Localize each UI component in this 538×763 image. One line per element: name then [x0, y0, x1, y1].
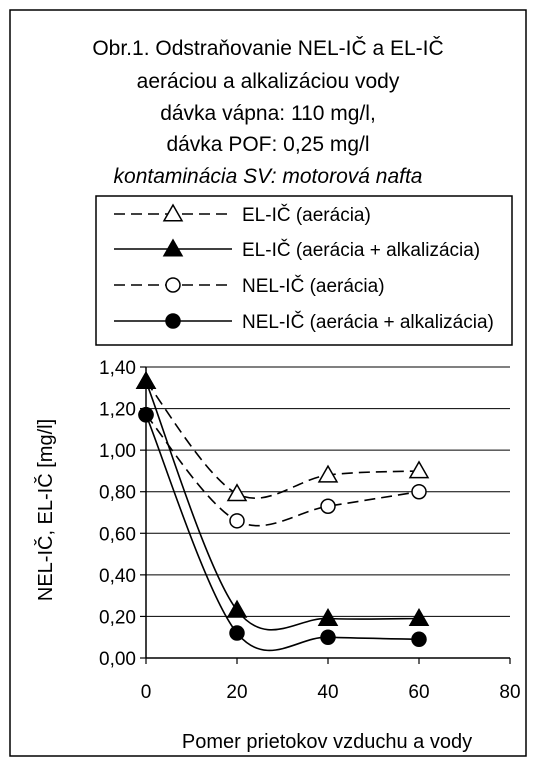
series-line: [145, 414, 420, 652]
legend-item-el-ic-aeracia: EL-IČ (aerácia): [114, 203, 371, 226]
series-el-ic-aeracia: [135, 371, 430, 502]
legend-item-el-ic-aeracia-alkalizacia: EL-IČ (aerácia + alkalizácia): [114, 238, 480, 261]
data-point: [408, 607, 430, 627]
series-el-ic-aeracia-alkalizacia: [135, 371, 430, 631]
chart-subtitle: kontaminácia SV: motorová nafta: [114, 165, 423, 188]
data-point: [226, 483, 248, 502]
data-point: [138, 407, 154, 423]
legend: EL-IČ (aerácia) EL-IČ (aerácia + alkalizá…: [114, 203, 494, 333]
legend-label: NEL-IČ (aerácia + alkalizácia): [242, 311, 494, 333]
legend-item-nel-ic-aeracia-alkalizacia: NEL-IČ (aerácia + alkalizácia): [114, 311, 494, 333]
legend-label: EL-IČ (aerácia + alkalizácia): [242, 239, 480, 261]
y-tick-label: 0,80: [99, 483, 136, 504]
data-point: [408, 460, 430, 479]
series-nel-ic-aeracia-alkalizacia: [138, 407, 427, 652]
legend-label: EL-IČ (aerácia): [242, 204, 371, 226]
legend-item-nel-ic-aeracia: NEL-IČ (aerácia): [114, 275, 385, 297]
data-point: [135, 371, 157, 390]
y-tick-label: 1,20: [99, 400, 136, 421]
y-tick-label: 1,40: [99, 358, 136, 379]
x-tick-label: 60: [408, 682, 429, 703]
y-axis-label: NEL-IČ, EL-IČ [mg/l]: [34, 419, 57, 601]
x-tick-label: 40: [317, 682, 338, 703]
series-line: [145, 381, 420, 631]
x-tick-label: 0: [141, 682, 152, 703]
data-point: [229, 513, 245, 529]
y-tick-label: 0,20: [99, 607, 136, 628]
legend-label: NEL-IČ (aerácia): [242, 275, 385, 297]
data-point: [411, 631, 427, 648]
y-tick-label: 0,40: [99, 566, 136, 587]
axes: 0,00 0,20 0,40 0,60 0,80 1,00 1,20 1,40 0 20 40 60 8…: [99, 358, 521, 703]
title-line-2: aeráciou a alkalizáciou vody: [137, 70, 400, 93]
y-tick-label: 1,00: [99, 441, 136, 462]
series-layer: [135, 371, 430, 652]
data-point: [226, 599, 248, 618]
legend-marker: [162, 203, 184, 222]
data-point: [229, 625, 245, 641]
data-point: [317, 464, 339, 483]
series-line: [145, 414, 420, 527]
chart-border: [9, 9, 527, 757]
x-tick-label: 80: [499, 682, 520, 703]
legend-marker: [165, 313, 181, 329]
chart-title: Obr.1. Odstraňovanie NEL-IČ a EL-IČ aerá…: [92, 37, 443, 188]
y-tick-label: 0,60: [99, 524, 136, 545]
title-line-4: dávka POF: 0,25 mg/l: [166, 133, 369, 156]
data-point: [320, 498, 336, 515]
x-axis-label: Pomer prietokov vzduchu a vody: [182, 731, 472, 753]
series-line: [145, 381, 420, 499]
legend-marker: [162, 238, 184, 257]
data-point: [320, 629, 336, 645]
data-point: [317, 607, 339, 627]
x-tick-label: 20: [226, 682, 247, 703]
title-line-1: Obr.1. Odstraňovanie NEL-IČ a EL-IČ: [92, 37, 443, 60]
data-point: [411, 483, 427, 500]
y-tick-label: 0,00: [99, 649, 136, 670]
legend-marker: [165, 277, 181, 293]
title-line-3: dávka vápna: 110 mg/l,: [160, 102, 376, 125]
